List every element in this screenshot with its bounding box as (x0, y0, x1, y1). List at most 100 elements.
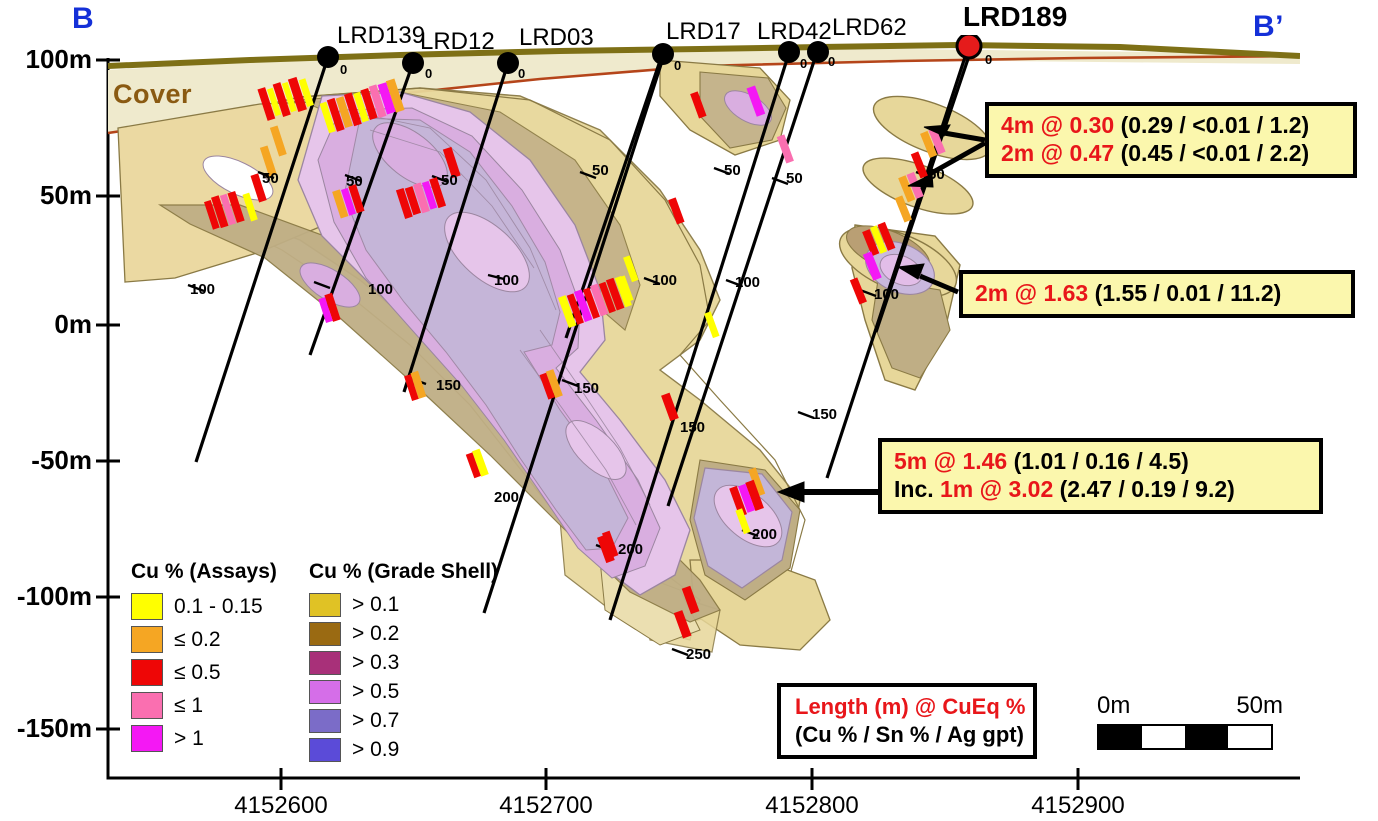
y-tick-label-100m: 100m (25, 44, 93, 74)
collar-depth-LRD139: 0 (340, 62, 348, 77)
legend-assays-label-0: 0.1 - 0.15 (174, 594, 263, 618)
swatch-shell-1 (309, 621, 341, 646)
depth-label-LRD03-50: 50 (441, 172, 458, 189)
y-tick-label-minus50m: -50m (31, 445, 92, 475)
x-tick-label-4152700: 4152700 (499, 792, 593, 819)
collar-depth-LRD42: 0 (800, 56, 808, 71)
swatch-assay-0 (131, 593, 163, 620)
scale-bar-left-label: 0m (1097, 692, 1131, 719)
y-tick-label-0m: 0m (54, 309, 92, 339)
legend-gradeshell-label-1: > 0.2 (352, 621, 400, 645)
swatch-assay-3 (131, 692, 163, 719)
swatch-assay-1 (131, 626, 163, 653)
x-tick-label-4152900: 4152900 (1031, 792, 1125, 819)
legend-gradeshell-label-4: > 0.7 (352, 708, 400, 732)
collar-depth-LRD12: 0 (425, 66, 433, 81)
legend-gradeshell-label-5: > 0.9 (352, 737, 400, 761)
legend-gradeshell-row-1: > 0.2 (309, 619, 498, 648)
callout-bottom-line-2-red: 1m @ 3.02 (940, 476, 1054, 503)
legend-assays-label-4: > 1 (174, 726, 204, 750)
intercept-key-line-2: (Cu % / Sn % / Ag gpt) (795, 722, 1024, 747)
depth-label-LRD42-100: 100 (735, 274, 761, 291)
swatch-assay-2 (131, 659, 163, 686)
depth-label-LRD62-50: 50 (786, 170, 803, 187)
scale-bar-seg-3 (1185, 726, 1228, 748)
trace-LRD139 (194, 56, 330, 463)
callout-bottom-line-1-black: (1.01 / 0.16 / 4.5) (1013, 448, 1189, 474)
assay-intervals (204, 76, 946, 639)
depth-label-LRD03-150: 150 (574, 380, 600, 397)
collar-LRD03 (497, 52, 519, 74)
trace-LRD189b (874, 49, 973, 333)
legend-assays-label-3: ≤ 1 (174, 693, 204, 717)
callout-top-line-2: 2m @ 0.47 (0.45 / <0.01 / 2.2) (1001, 139, 1341, 167)
legend-gradeshell-row-5: > 0.9 (309, 735, 498, 764)
callout-middle-line-1-black: (1.55 / 0.01 / 11.2) (1094, 280, 1282, 306)
legend-assays-row-2: ≤ 0.5 (131, 656, 277, 689)
legend-assays-row-0: 0.1 - 0.15 (131, 590, 277, 623)
callout-bottom-line-2-prefix: Inc. (894, 476, 941, 503)
grade-contours (351, 111, 651, 526)
depth-label-LRD42-150: 150 (812, 406, 838, 423)
depth-label-LRD17-150: 150 (680, 419, 706, 436)
legend-gradeshell-label-3: > 0.5 (352, 679, 400, 703)
swatch-shell-4 (309, 708, 341, 733)
y-tick-label-minus100m: -100m (16, 581, 92, 611)
scale-bar-seg-4 (1228, 726, 1271, 748)
drillhole-label-LRD62: LRD62 (832, 14, 907, 41)
legend-gradeshell: Cu % (Grade Shell) > 0.1 > 0.2 > 0.3 > 0… (309, 560, 498, 764)
scale-bar-group: 0m 50m (1097, 692, 1287, 750)
swatch-shell-3 (309, 679, 341, 704)
drillhole-label-LRD03: LRD03 (519, 24, 594, 51)
legend-gradeshell-label-2: > 0.3 (352, 650, 400, 674)
callout-top-line-2-red: 2m @ 0.47 (1001, 140, 1115, 167)
drillhole-label-LRD189: LRD189 (963, 1, 1068, 32)
callout-top-line-1-red: 4m @ 0.30 (1001, 112, 1115, 138)
section-endpoint-right: B’ (1253, 10, 1284, 43)
collar-depth-LRD17: 0 (674, 58, 682, 73)
depth-label-LRD12-100: 100 (368, 281, 394, 298)
topography-line (107, 41, 1300, 69)
legend-assays-row-3: ≤ 1 (131, 689, 277, 722)
y-tick-label-minus150m: -150m (16, 713, 92, 743)
trace-LRD189 (825, 47, 970, 479)
callout-middle: 2m @ 1.63 (1.55 / 0.01 / 11.2) (959, 270, 1355, 319)
depth-label-LRD03-200: 200 (618, 541, 644, 558)
depth-ticks (187, 166, 933, 657)
collar-depth-LRD62: 0 (828, 54, 836, 69)
legend-gradeshell-row-2: > 0.3 (309, 648, 498, 677)
depth-label-LRD139-50: 50 (262, 170, 279, 187)
callout-leaders (776, 124, 987, 503)
legend-gradeshell-label-0: > 0.1 (352, 592, 400, 616)
scale-bar (1097, 724, 1273, 750)
legend-assays-label-1: ≤ 0.2 (174, 627, 221, 651)
scale-bar-seg-2 (1142, 726, 1185, 748)
drillhole-label-LRD17: LRD17 (666, 18, 741, 45)
swatch-shell-2 (309, 650, 341, 675)
intercept-key-box: Length (m) @ CuEq % (Cu % / Sn % / Ag gp… (777, 683, 1037, 759)
collar-LRD139 (317, 46, 339, 68)
collar-LRD189 (955, 35, 983, 60)
legend-assays-title: Cu % (Assays) (131, 560, 277, 583)
callout-bottom-line-1: 5m @ 1.46 (1.01 / 0.16 / 4.5) (894, 447, 1307, 475)
intercept-key-line-1: Length (m) @ CuEq % (795, 694, 1026, 719)
depth-label-LRD17-100: 100 (652, 272, 678, 289)
callout-bottom-line-2-black: (2.47 / 0.19 / 9.2) (1059, 476, 1235, 503)
depth-label-LRD03-100: 100 (494, 272, 520, 289)
legend-gradeshell-title: Cu % (Grade Shell) (309, 560, 499, 583)
depth-label-LRD42-50: 50 (724, 162, 741, 179)
x-tick-label-4152600: 4152600 (234, 792, 328, 819)
trace-LRD62b (666, 54, 818, 507)
callout-middle-line-1: 2m @ 1.63 (1.55 / 0.01 / 11.2) (975, 279, 1339, 307)
x-tick-label-4152800: 4152800 (765, 792, 859, 819)
callout-top-line-1-black: (0.29 / <0.01 / 1.2) (1120, 112, 1310, 138)
grade-shell-05 (202, 90, 935, 596)
depth-label-LRD12-50: 50 (346, 173, 363, 190)
depth-label-LRD139-200: 200 (494, 489, 520, 506)
legend-gradeshell-row-4: > 0.7 (309, 706, 498, 735)
scale-bar-right-label: 50m (1236, 692, 1283, 719)
legend-assays: Cu % (Assays) 0.1 - 0.15 ≤ 0.2 ≤ 0.5 ≤ 1… (131, 560, 277, 755)
trace-LRD17 (482, 54, 666, 614)
swatch-shell-0 (309, 592, 341, 617)
scale-bar-seg-1 (1099, 726, 1142, 748)
